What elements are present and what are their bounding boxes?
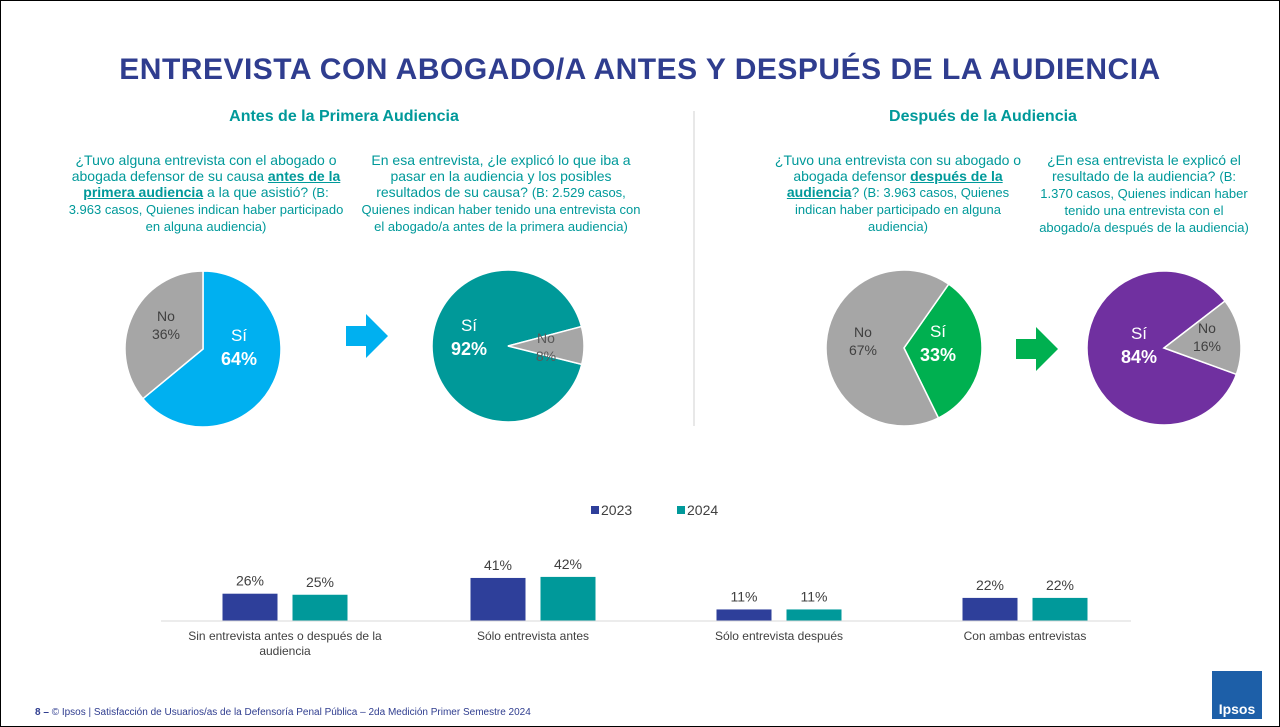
bar-label: 26% xyxy=(236,573,264,589)
legend-swatch xyxy=(677,506,685,514)
slice-value: 67% xyxy=(849,342,877,358)
question-text: ¿En esa entrevista le explicó el resulta… xyxy=(1047,152,1241,184)
bar-label: 22% xyxy=(976,577,1004,593)
pie-slice xyxy=(124,270,204,400)
legend-swatch xyxy=(591,506,599,514)
slice-value: 33% xyxy=(920,345,956,365)
bar-label: 22% xyxy=(1046,577,1074,593)
bar xyxy=(962,597,1018,621)
section-title: Antes de la Primera Audiencia xyxy=(229,108,459,125)
question-text: ? xyxy=(851,184,864,200)
question: ¿Tuvo alguna entrevista con el abogado o… xyxy=(66,152,346,235)
question-base: (B: 3.963 casos, Quienes indican haber p… xyxy=(68,185,344,234)
legend-label: 2023 xyxy=(601,502,632,518)
slice-label: No xyxy=(1198,320,1216,336)
question-base: (B: 2.529 casos, Quienes indican haber t… xyxy=(361,185,641,234)
question: En esa entrevista, ¿le explicó lo que ib… xyxy=(361,152,641,235)
pie-slice xyxy=(1162,299,1242,376)
x-tick-label: Sin entrevista antes o después de la aud… xyxy=(188,629,382,658)
slice-value: 36% xyxy=(152,326,180,342)
question-text: ¿Tuvo alguna entrevista con el abogado o… xyxy=(71,152,337,184)
x-tick-label: Con ambas entrevistas xyxy=(963,629,1087,643)
slice-label: Sí xyxy=(231,326,247,345)
footer-text: © Ipsos | Satisfacción de Usuarios/as de… xyxy=(51,707,531,718)
pie-slice xyxy=(507,325,585,366)
question-base: (B: 1.370 casos, Quienes indican haber t… xyxy=(1039,169,1249,235)
pie-slice xyxy=(141,270,282,428)
pie-slice xyxy=(825,269,950,427)
bar xyxy=(292,594,348,621)
bar-label: 41% xyxy=(484,557,512,573)
question-emphasis: después de la audiencia xyxy=(786,168,1003,200)
question-base: (B: 3.963 casos, Quienes indican haber p… xyxy=(795,185,1010,234)
pie-slice xyxy=(903,283,983,419)
slice-label: Sí xyxy=(1131,324,1147,343)
bar xyxy=(786,609,842,621)
bar xyxy=(470,577,526,621)
x-tick-label: Sólo entrevista antes xyxy=(476,629,590,643)
arrow xyxy=(1016,327,1058,371)
bar-label: 42% xyxy=(554,556,582,572)
page-number: 8 – xyxy=(35,707,49,718)
section-title: Después de la Audiencia xyxy=(889,108,1077,125)
arrow xyxy=(346,314,388,358)
question: ¿En esa entrevista le explicó el resulta… xyxy=(1034,152,1254,236)
question-text: En esa entrevista, ¿le explicó lo que ib… xyxy=(371,152,631,200)
slice-value: 84% xyxy=(1121,347,1157,367)
legend-label: 2024 xyxy=(687,502,718,518)
bar xyxy=(1032,597,1088,621)
bar xyxy=(222,593,278,621)
question-text: a la que asistió? xyxy=(203,184,313,200)
title: ENTREVISTA CON ABOGADO/A ANTES Y DESPUÉS… xyxy=(119,53,1161,86)
pie-slice xyxy=(431,269,583,423)
slice-label: Sí xyxy=(461,316,477,335)
footer: 8 – © Ipsos | Satisfacción de Usuarios/a… xyxy=(35,707,531,718)
bar-label: 11% xyxy=(731,588,758,604)
bar-label: 25% xyxy=(306,574,334,590)
slice-label: Sí xyxy=(930,322,946,341)
question-emphasis: antes de la primera audiencia xyxy=(83,168,341,200)
bar xyxy=(716,609,772,621)
logo: Ipsos xyxy=(1212,671,1262,719)
slice-value: 16% xyxy=(1193,338,1221,354)
bar-label: 11% xyxy=(801,588,828,604)
bar xyxy=(540,576,596,621)
question-text: ¿Tuvo una entrevista con su abogado o ab… xyxy=(774,152,1022,184)
slice-label: No xyxy=(537,330,555,346)
question: ¿Tuvo una entrevista con su abogado o ab… xyxy=(773,152,1023,235)
pie-slice xyxy=(1086,270,1238,426)
slice-value: 8% xyxy=(536,348,556,364)
slice-label: No xyxy=(157,308,175,324)
slice-value: 64% xyxy=(221,349,257,369)
slice-label: No xyxy=(854,324,872,340)
slice-value: 92% xyxy=(451,339,487,359)
x-tick-label: Sólo entrevista después xyxy=(714,629,844,643)
